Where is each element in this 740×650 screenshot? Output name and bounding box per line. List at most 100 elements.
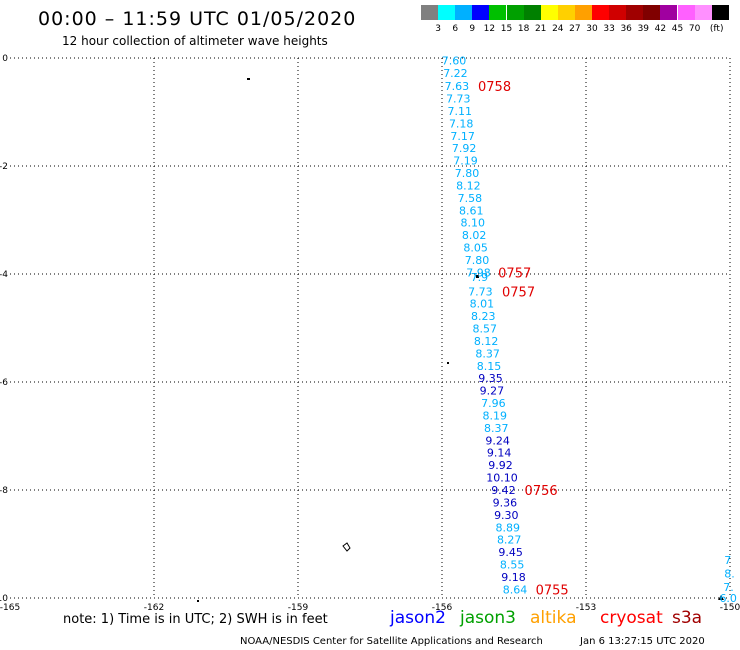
colorbar-label: 18	[517, 24, 530, 34]
map-title: 00:00 – 11:59 UTC 01/05/2020	[38, 8, 357, 30]
pass-time-label: 0758	[478, 80, 511, 95]
colorbar-label: 3	[435, 24, 441, 34]
x-tick-label: -150	[720, 603, 740, 613]
island-marker	[447, 362, 449, 364]
wave-height-label: 9.30	[494, 509, 519, 522]
colorbar-label: 6	[452, 24, 459, 34]
wave-height-label: 8.64	[503, 583, 528, 596]
island-marker	[247, 78, 250, 80]
wave-height-label: 8.10	[460, 217, 485, 230]
wave-height-label: 8.05	[463, 242, 488, 255]
mission-cryosat: cryosat	[600, 608, 663, 628]
x-tick-label: -153	[576, 603, 596, 613]
wave-height-label: 7.9	[471, 271, 489, 284]
colorbar-swatch	[660, 5, 678, 20]
wave-height-label: 7.96	[481, 397, 506, 410]
mission-s3a: s3a	[672, 608, 703, 628]
colorbar-swatch	[421, 5, 438, 20]
colorbar-swatch	[489, 5, 507, 20]
colorbar-swatch	[557, 5, 575, 20]
wave-height-label: 9.27	[480, 385, 505, 398]
wave-height-label: 8.89	[496, 521, 521, 534]
x-tick-label: -156	[432, 603, 453, 613]
colorbar-swatch	[694, 5, 712, 20]
wave-height-label: 8.23	[471, 310, 496, 323]
y-tick-label: 0	[2, 54, 8, 64]
island-marker	[718, 595, 724, 600]
y-tick-label: -4	[0, 270, 8, 280]
colorbar-swatch	[592, 5, 609, 20]
wave-height-label: 8.15	[477, 360, 502, 373]
wave-height-label: 7.63	[445, 80, 470, 93]
colorbar-label: 12	[483, 24, 496, 34]
colorbar-label: 9	[469, 24, 476, 34]
wave-height-label: 9.36	[493, 496, 518, 509]
colorbar-swatch	[540, 5, 558, 20]
wave-height-label: 7.11	[448, 105, 473, 118]
colorbar-swatch	[643, 5, 661, 20]
colorbar-label: 70	[688, 24, 701, 34]
colorbar-swatch	[506, 5, 524, 20]
wave-height-label: 9.92	[488, 459, 513, 472]
wave-height-label: 8.	[724, 568, 735, 581]
colorbar-label: 45	[671, 24, 684, 34]
colorbar-swatch	[677, 5, 695, 20]
island-marker	[476, 275, 479, 278]
wave-height-label: 7.58	[458, 192, 483, 205]
y-tick-label: -10	[0, 594, 8, 604]
colorbar-swatch	[438, 5, 456, 20]
colorbar-label: 36	[620, 24, 632, 34]
wave-height-label: 8.01	[470, 298, 495, 311]
wave-height-label: 7.19	[453, 155, 478, 168]
colorbar-swatch	[609, 5, 627, 20]
colorbar-swatch	[574, 5, 592, 20]
wave-height-label: 7.18	[449, 117, 474, 130]
colorbar-label: 24	[552, 24, 564, 34]
colorbar-swatch	[626, 5, 644, 20]
wave-height-label: 9.45	[498, 546, 523, 559]
wave-height-label: 7.80	[455, 167, 480, 180]
colorbar-label: 39	[637, 24, 650, 34]
pass-time-label: 0757	[502, 285, 535, 300]
island-marker	[197, 600, 199, 602]
island-marker	[342, 542, 351, 552]
colorbar-unit: (ft)	[709, 24, 724, 34]
pass-time-label: 0755	[536, 583, 569, 598]
pass-time-label: 0757	[498, 266, 531, 281]
wave-height-label: 7.22	[443, 67, 468, 80]
wave-height-label: 8.19	[483, 409, 508, 422]
wave-height-label: 8.12	[474, 335, 499, 348]
colorbar-swatch	[711, 5, 729, 20]
wave-height-label: 7.73	[446, 93, 471, 106]
wave-height-label: 6.0	[719, 592, 737, 605]
wave-height-label: 7.17	[450, 130, 475, 143]
x-tick-label: -165	[0, 603, 20, 613]
colorbar-label: 30	[586, 24, 598, 34]
wave-height-label: 8.37	[484, 422, 509, 435]
wave-height-label: 8.57	[472, 323, 497, 336]
footer-timestamp: Jan 6 13:27:15 UTC 2020	[580, 636, 705, 647]
mission-jason3: jason3	[460, 608, 516, 628]
wave-height-label: 8.12	[456, 179, 481, 192]
colorbar-swatch	[455, 5, 473, 20]
colorbar-label: 21	[534, 24, 547, 34]
x-tick-label: -162	[144, 603, 164, 613]
wave-height-label: 8.61	[459, 204, 484, 217]
colorbar-label: 27	[569, 24, 581, 34]
wave-height-label: 10.10	[486, 472, 518, 485]
colorbar-swatch	[523, 5, 541, 20]
y-tick-label: -8	[0, 486, 8, 496]
units-note: note: 1) Time is in UTC; 2) SWH is in fe…	[63, 612, 328, 627]
wave-height-label: 9.24	[485, 434, 510, 447]
wave-height-label: 9.18	[501, 571, 526, 584]
y-tick-label: -2	[0, 162, 8, 172]
wave-height-label: 8.55	[500, 559, 525, 572]
map-subtitle: 12 hour collection of altimeter wave hei…	[62, 34, 328, 48]
wave-height-label: 8.37	[475, 347, 500, 360]
wave-height-label: 7.73	[468, 285, 493, 298]
wave-height-label: 8.27	[497, 534, 522, 547]
wave-height-label: 8.02	[462, 229, 487, 242]
colorbar-label: 42	[654, 24, 667, 34]
colorbar-label: 33	[603, 24, 615, 34]
